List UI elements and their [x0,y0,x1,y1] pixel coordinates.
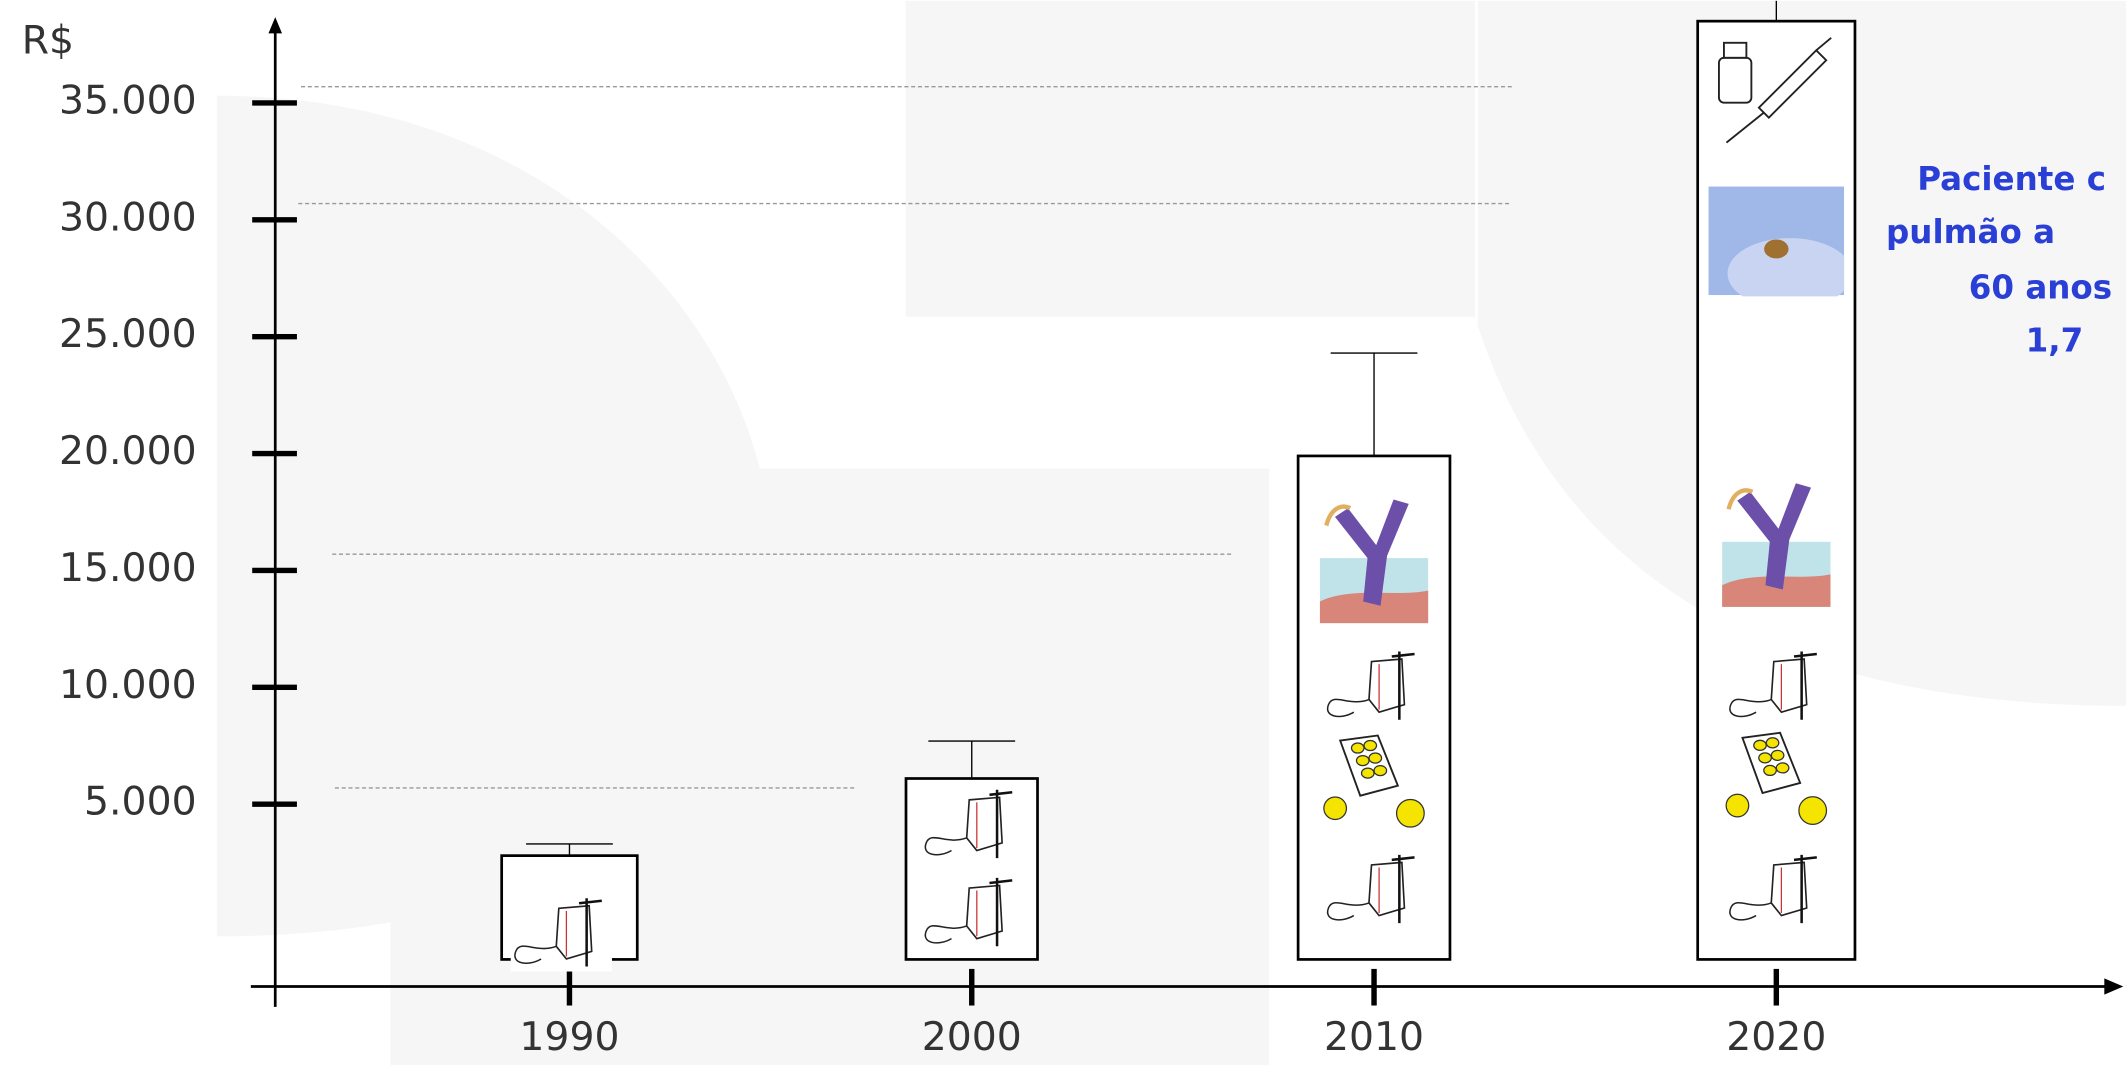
y-tick-label: 10.000 [59,663,197,708]
y-tick-label: 15.000 [59,546,197,591]
x-axis-arrow [2104,978,2124,995]
x-tick-label: 2020 [1726,1015,1826,1060]
icon-iv [920,787,1024,864]
y-tick-label: 25.000 [59,312,197,357]
icon-capsule [1708,186,1845,297]
y-tick-label: 20.000 [59,429,197,474]
icon-iv [1322,648,1426,725]
icon-iv [1322,852,1426,929]
icon-iv [509,895,613,972]
y-tick-label: 5.000 [84,780,197,825]
y-axis-arrow [268,17,283,34]
y-tick-label: 35.000 [59,78,197,123]
background-watermark [216,0,2126,1066]
x-tick-label: 1990 [519,1015,619,1060]
icon-pills [1317,732,1431,834]
icon-syringe [1713,31,1839,147]
icon-iv [1724,648,1828,725]
annotation: Paciente c [1917,160,2106,198]
icon-pills [1719,730,1834,831]
icon-iv [920,875,1024,952]
y-tick-label: 30.000 [59,195,197,240]
annotation: pulmão a [1886,213,2055,251]
icon-iv [1724,852,1828,929]
x-tick-label: 2000 [922,1015,1022,1060]
annotation: 60 anos [1969,269,2112,307]
annotation: 1,7 [2026,322,2084,360]
y-axis-label: R$ [22,18,74,63]
x-tick-label: 2010 [1324,1015,1424,1060]
